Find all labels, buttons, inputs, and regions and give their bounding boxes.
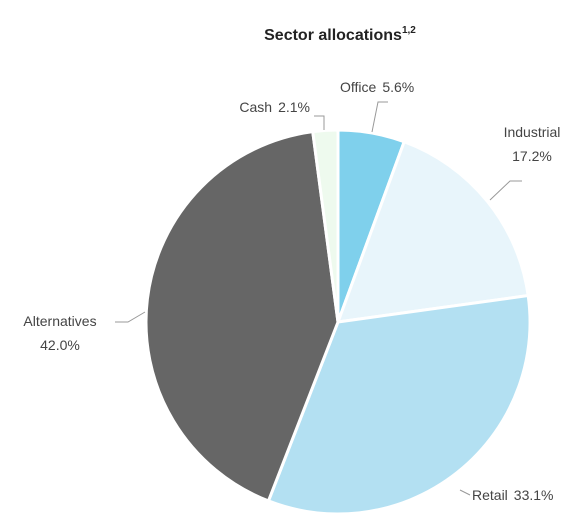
pie-slice [144, 129, 340, 503]
title-text: Sector allocations [264, 27, 402, 44]
slice-category: Alternatives [23, 313, 96, 329]
slice-value: 5.6% [382, 79, 414, 95]
slice-value: 2.1% [278, 99, 310, 115]
slice-label: Industrial 17.2% [504, 124, 561, 164]
pie-slice [311, 128, 340, 323]
slice-label: Retail 33.1% [472, 487, 554, 503]
pie-slice [335, 139, 530, 324]
leader-line [459, 489, 471, 496]
slice-category: Cash [239, 99, 272, 115]
slice-value: 42.0% [40, 337, 80, 353]
leader-line [115, 311, 146, 323]
pie-slice [266, 293, 532, 516]
slice-category: Industrial [504, 124, 561, 140]
slice-category: Office [340, 79, 377, 95]
chart-title: Sector allocations1,2 [264, 25, 416, 44]
slice-label: Office 5.6% [340, 79, 414, 95]
leader-line [489, 180, 522, 201]
title-superscript: 1,2 [402, 25, 416, 36]
slice-label: Alternatives 42.0% [23, 313, 96, 353]
slice-value: 17.2% [512, 148, 552, 164]
slice-label: Cash 2.1% [239, 99, 310, 115]
slice-value: 33.1% [514, 487, 554, 503]
leader-line [314, 115, 325, 130]
leader-line [371, 101, 388, 133]
slice-category: Retail [472, 487, 508, 503]
